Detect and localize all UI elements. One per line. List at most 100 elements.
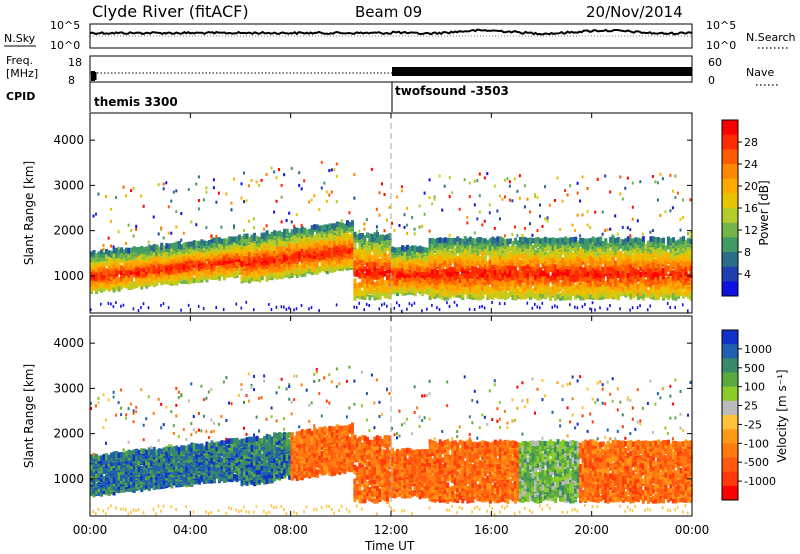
range-cell — [463, 251, 467, 258]
range-cell — [498, 284, 502, 290]
range-cell — [518, 284, 522, 290]
range-cell — [345, 220, 349, 226]
range-cell — [621, 225, 624, 229]
range-cell — [95, 279, 99, 285]
range-cell — [245, 199, 248, 203]
range-cell — [180, 308, 182, 312]
range-cell — [363, 272, 367, 279]
range-cell — [493, 226, 496, 230]
range-cell — [383, 251, 387, 257]
range-cell — [283, 305, 285, 309]
range-cell — [340, 222, 344, 229]
range-cell — [353, 265, 357, 272]
range-cell — [418, 204, 421, 208]
range-cell — [140, 269, 144, 276]
range-cell — [370, 255, 374, 261]
range-cell — [180, 251, 184, 258]
range-cell — [325, 232, 329, 238]
range-cell — [423, 263, 427, 269]
range-cell — [315, 224, 319, 230]
range-cell — [245, 244, 249, 250]
range-cell — [243, 237, 247, 243]
range-cell — [225, 252, 229, 258]
range-cell — [365, 282, 369, 289]
range-cell — [100, 249, 104, 255]
range-cell — [343, 231, 347, 237]
range-cell — [107, 250, 111, 256]
range-cell — [594, 282, 598, 288]
range-cell — [197, 240, 201, 247]
range-cell — [461, 287, 465, 293]
range-cell — [318, 266, 322, 272]
range-cell — [523, 252, 527, 259]
range-cell — [546, 264, 550, 271]
range-cell — [142, 302, 145, 306]
range-cell — [611, 234, 614, 238]
range-cell — [556, 263, 560, 270]
range-cell — [431, 292, 435, 298]
range-cell — [601, 277, 605, 283]
range-cell — [353, 250, 357, 257]
range-cell — [486, 261, 490, 267]
range-cell — [283, 248, 287, 255]
range-cell — [471, 258, 475, 265]
range-cell — [160, 226, 163, 230]
range-cell — [333, 234, 337, 240]
range-cell — [358, 284, 362, 291]
range-cell — [496, 240, 500, 246]
range-cell — [360, 253, 364, 259]
range-cell — [175, 241, 179, 247]
range-cell — [488, 277, 492, 283]
range-cell — [162, 259, 166, 265]
range-cell — [353, 247, 357, 254]
range-cell — [268, 273, 272, 280]
range-cell — [192, 243, 196, 249]
range-cell — [285, 252, 289, 258]
nave-label: Nave — [746, 66, 774, 79]
range-cell — [225, 238, 229, 244]
range-cell — [569, 303, 571, 307]
range-cell — [586, 238, 590, 244]
range-cell — [212, 178, 215, 182]
range-cell — [105, 274, 109, 281]
range-cell — [300, 247, 304, 253]
range-cell — [112, 245, 115, 249]
range-cell — [586, 282, 590, 288]
range-cell — [328, 193, 331, 197]
range-cell — [388, 260, 392, 266]
range-cell — [468, 249, 472, 256]
range-cell — [368, 233, 372, 239]
range-cell — [579, 241, 583, 248]
range-cell — [275, 231, 279, 237]
range-cell — [511, 284, 515, 291]
range-cell — [606, 307, 609, 311]
range-cell — [240, 236, 244, 242]
range-cell — [551, 290, 555, 297]
range-cell — [529, 246, 533, 252]
range-cell — [601, 257, 605, 263]
range-cell — [614, 267, 618, 274]
range-cell — [523, 265, 527, 272]
range-cell — [150, 245, 154, 251]
range-cell — [318, 309, 320, 313]
range-cell — [132, 307, 135, 311]
range-cell — [375, 273, 379, 279]
range-cell — [355, 255, 359, 261]
range-cell — [498, 290, 502, 296]
range-cell — [368, 252, 372, 258]
range-cell — [516, 270, 520, 276]
range-cell — [446, 291, 450, 298]
range-cell — [546, 280, 550, 286]
range-cell — [483, 283, 487, 290]
range-cell — [491, 247, 495, 254]
range-cell — [451, 237, 455, 244]
range-cell — [559, 242, 563, 248]
range-cell — [609, 190, 612, 194]
range-cell — [508, 289, 512, 295]
range-cell — [536, 195, 539, 199]
range-cell — [466, 216, 469, 219]
range-cell — [436, 269, 440, 276]
range-cell — [476, 288, 480, 294]
range-cell — [481, 242, 485, 248]
range-cell — [170, 258, 174, 265]
